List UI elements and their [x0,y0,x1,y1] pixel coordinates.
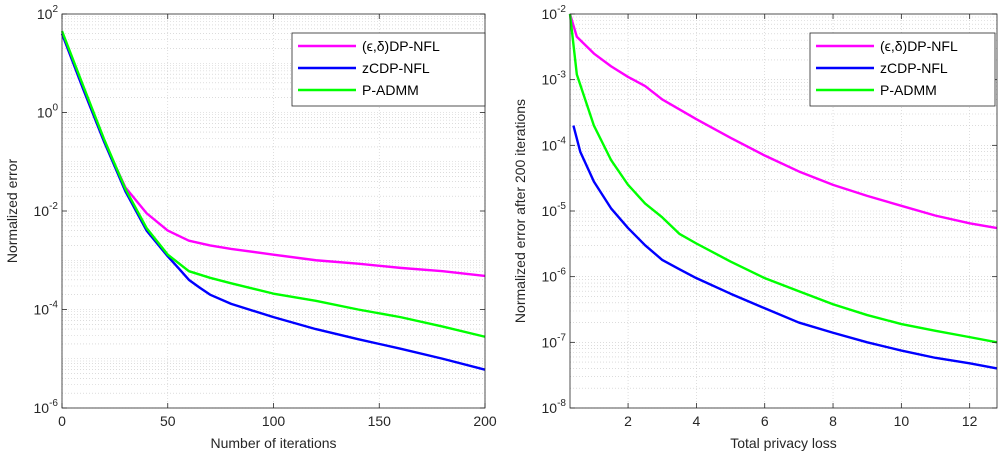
x-tick-label: 0 [58,413,66,429]
x-tick-label: 2 [624,413,632,429]
y-axis-label: Normalized error [4,159,20,264]
y-tick-label: 100 [37,103,59,121]
y-tick-label: 102 [37,4,59,22]
x-axis-label: Total privacy loss [730,435,837,451]
legend: (ϵ,δ)DP-NFL zCDP-NFL P-ADMM [809,32,996,107]
x-tick-label: 8 [829,413,837,429]
legend-entry: P-ADMM [362,82,419,98]
series-line-2 [60,30,486,338]
x-axis-label: Number of iterations [210,435,336,451]
series-line-2 [568,13,998,344]
legend-entry: P-ADMM [880,82,937,98]
y-tick-label: 10-5 [542,201,567,219]
x-tick-label: 4 [692,413,700,429]
x-tick-label: 10 [894,413,910,429]
y-tick-label: 10-2 [542,4,567,22]
series-line-0 [568,13,998,230]
y-tick-label: 10-3 [542,70,567,88]
x-tick-label: 200 [473,413,497,429]
legend-entry: (ϵ,δ)DP-NFL [880,38,958,54]
x-tick-label: 6 [761,413,769,429]
series-line-1 [572,125,998,370]
y-tick-label: 10-4 [34,300,59,318]
right-chart: 2 4 6 8 10 12 10-2 10-3 10-4 10-5 10-6 10-7 10-8 Tota… [512,4,998,451]
legend-entry: zCDP-NFL [880,60,948,76]
y-tick-label: 10-6 [34,398,59,416]
y-tick-label: 10-7 [542,332,567,350]
x-tick-label: 100 [262,413,286,429]
x-tick-label: 12 [962,413,978,429]
x-tick-label: 150 [368,413,392,429]
legend-entry: zCDP-NFL [362,60,430,76]
y-tick-label: 10-2 [34,201,59,219]
y-tick-label: 10-6 [542,267,567,285]
y-tick-label: 10-4 [542,135,567,153]
left-chart: 0 50 100 150 200 102 100 10-2 10-4 10-6 Number of … [4,4,497,451]
legend: (ϵ,δ)DP-NFL zCDP-NFL P-ADMM [291,32,486,107]
y-tick-label: 10-8 [542,398,567,416]
x-tick-label: 50 [160,413,176,429]
y-axis-label: Normalized error after 200 iterations [512,99,528,323]
legend-entry: (ϵ,δ)DP-NFL [362,38,440,54]
